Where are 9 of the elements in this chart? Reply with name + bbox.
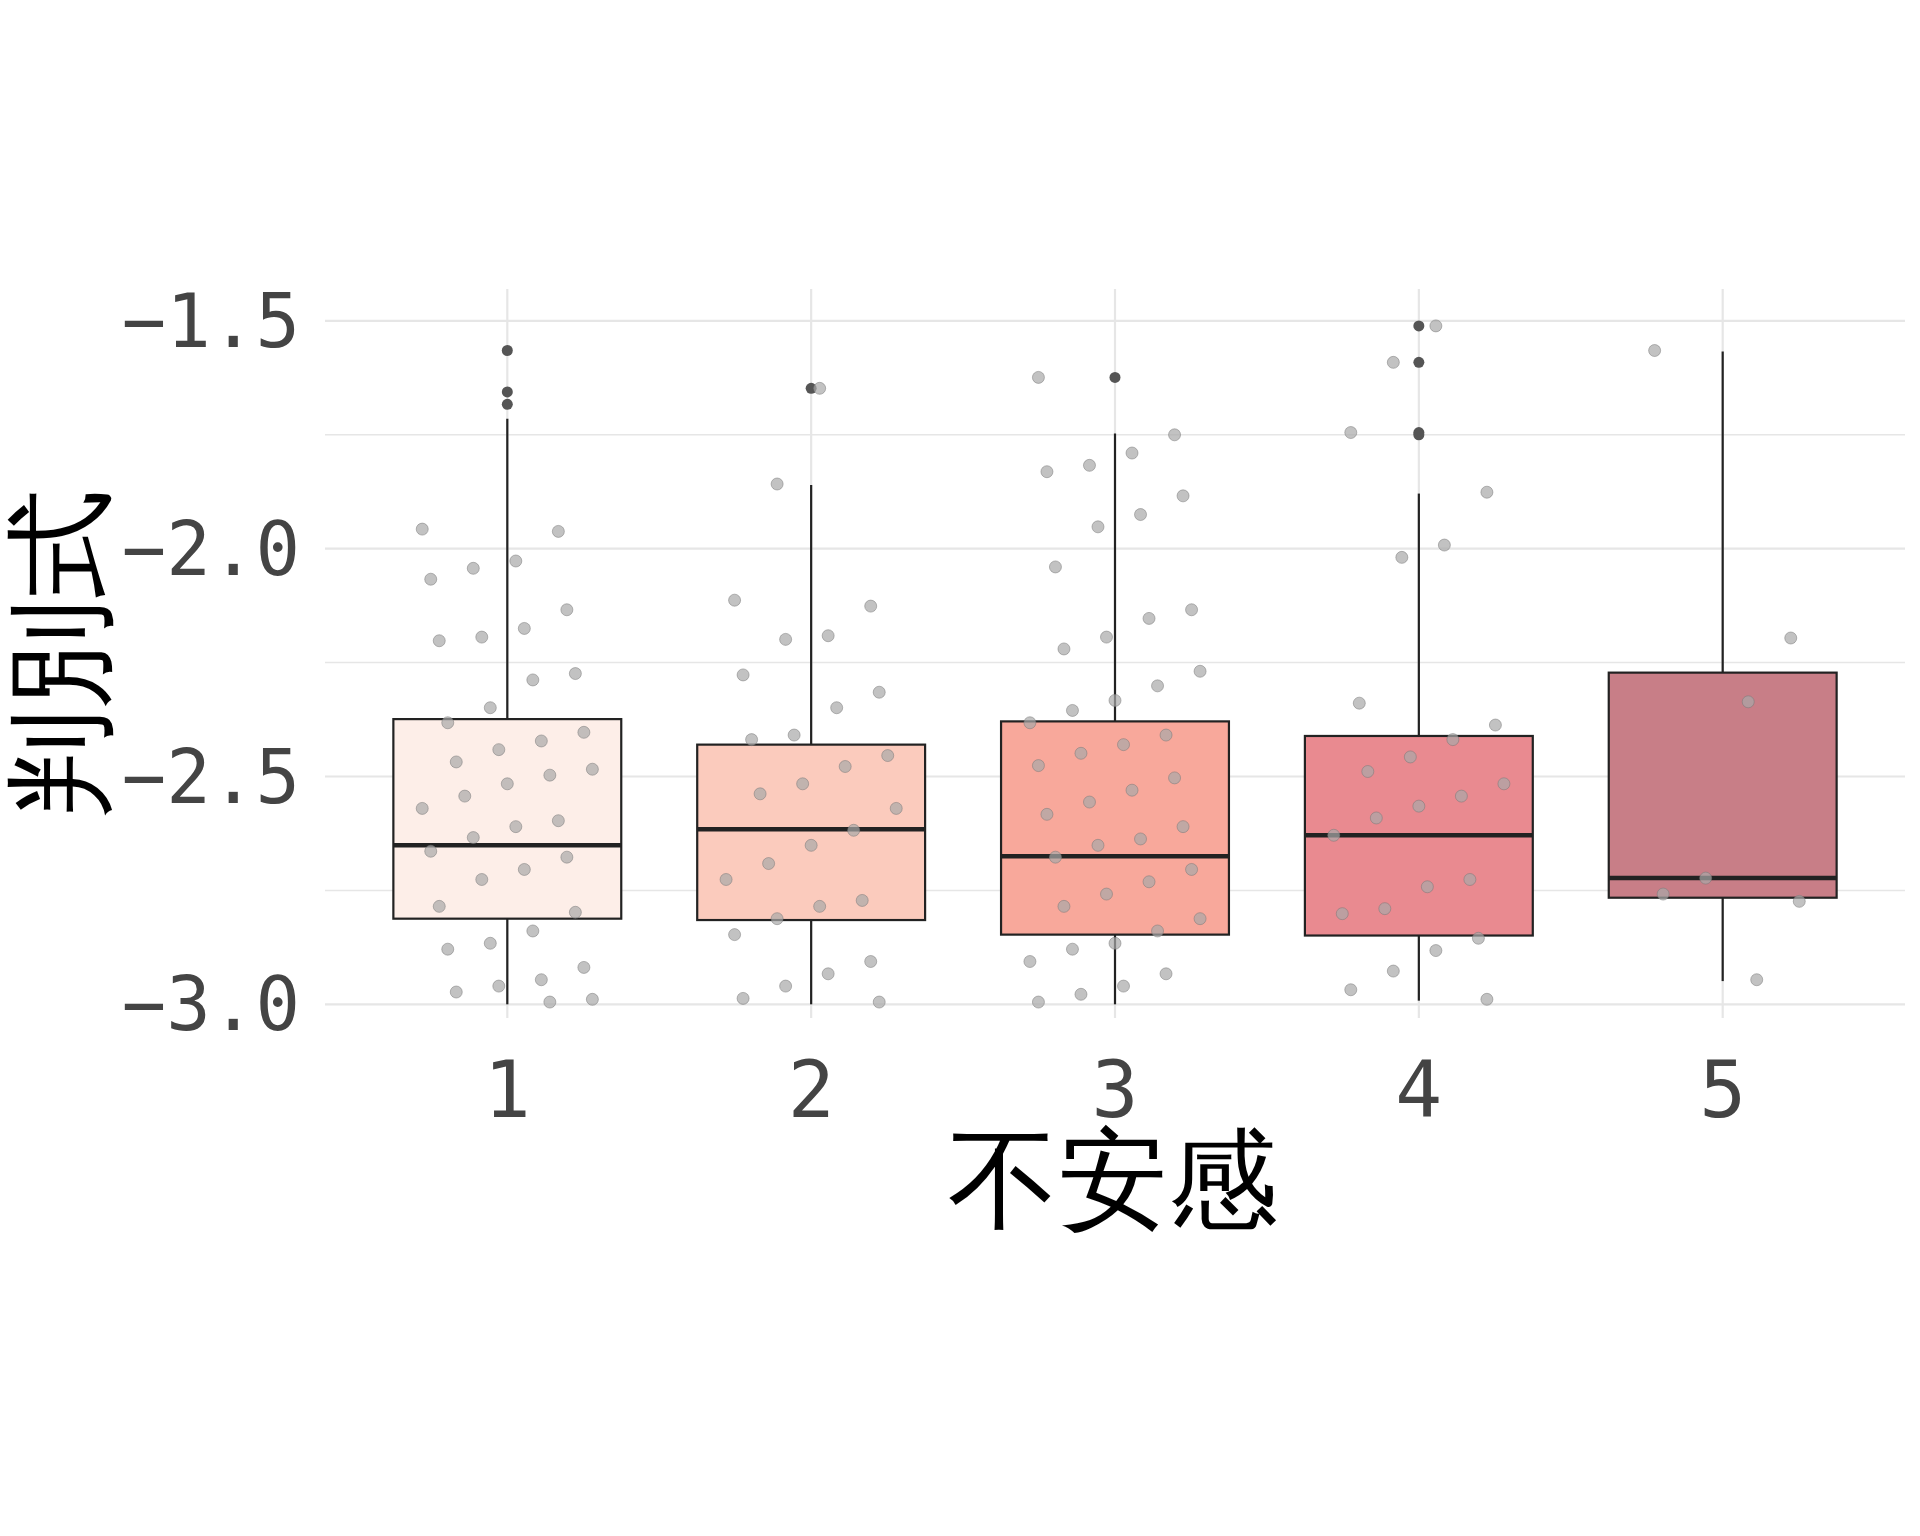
x-tick-label: 2 <box>787 1045 835 1135</box>
y-tick-label: −2.0 <box>121 505 300 592</box>
y-tick-label: −1.5 <box>121 277 300 364</box>
x-tick-label: 4 <box>1395 1045 1443 1135</box>
y-tick-label: −2.5 <box>121 733 300 820</box>
y-axis-title: 判別式 <box>0 488 124 819</box>
x-tick-label: 1 <box>483 1045 531 1135</box>
x-tick-label: 5 <box>1699 1045 1747 1135</box>
y-tick-label: −3.0 <box>121 961 300 1048</box>
